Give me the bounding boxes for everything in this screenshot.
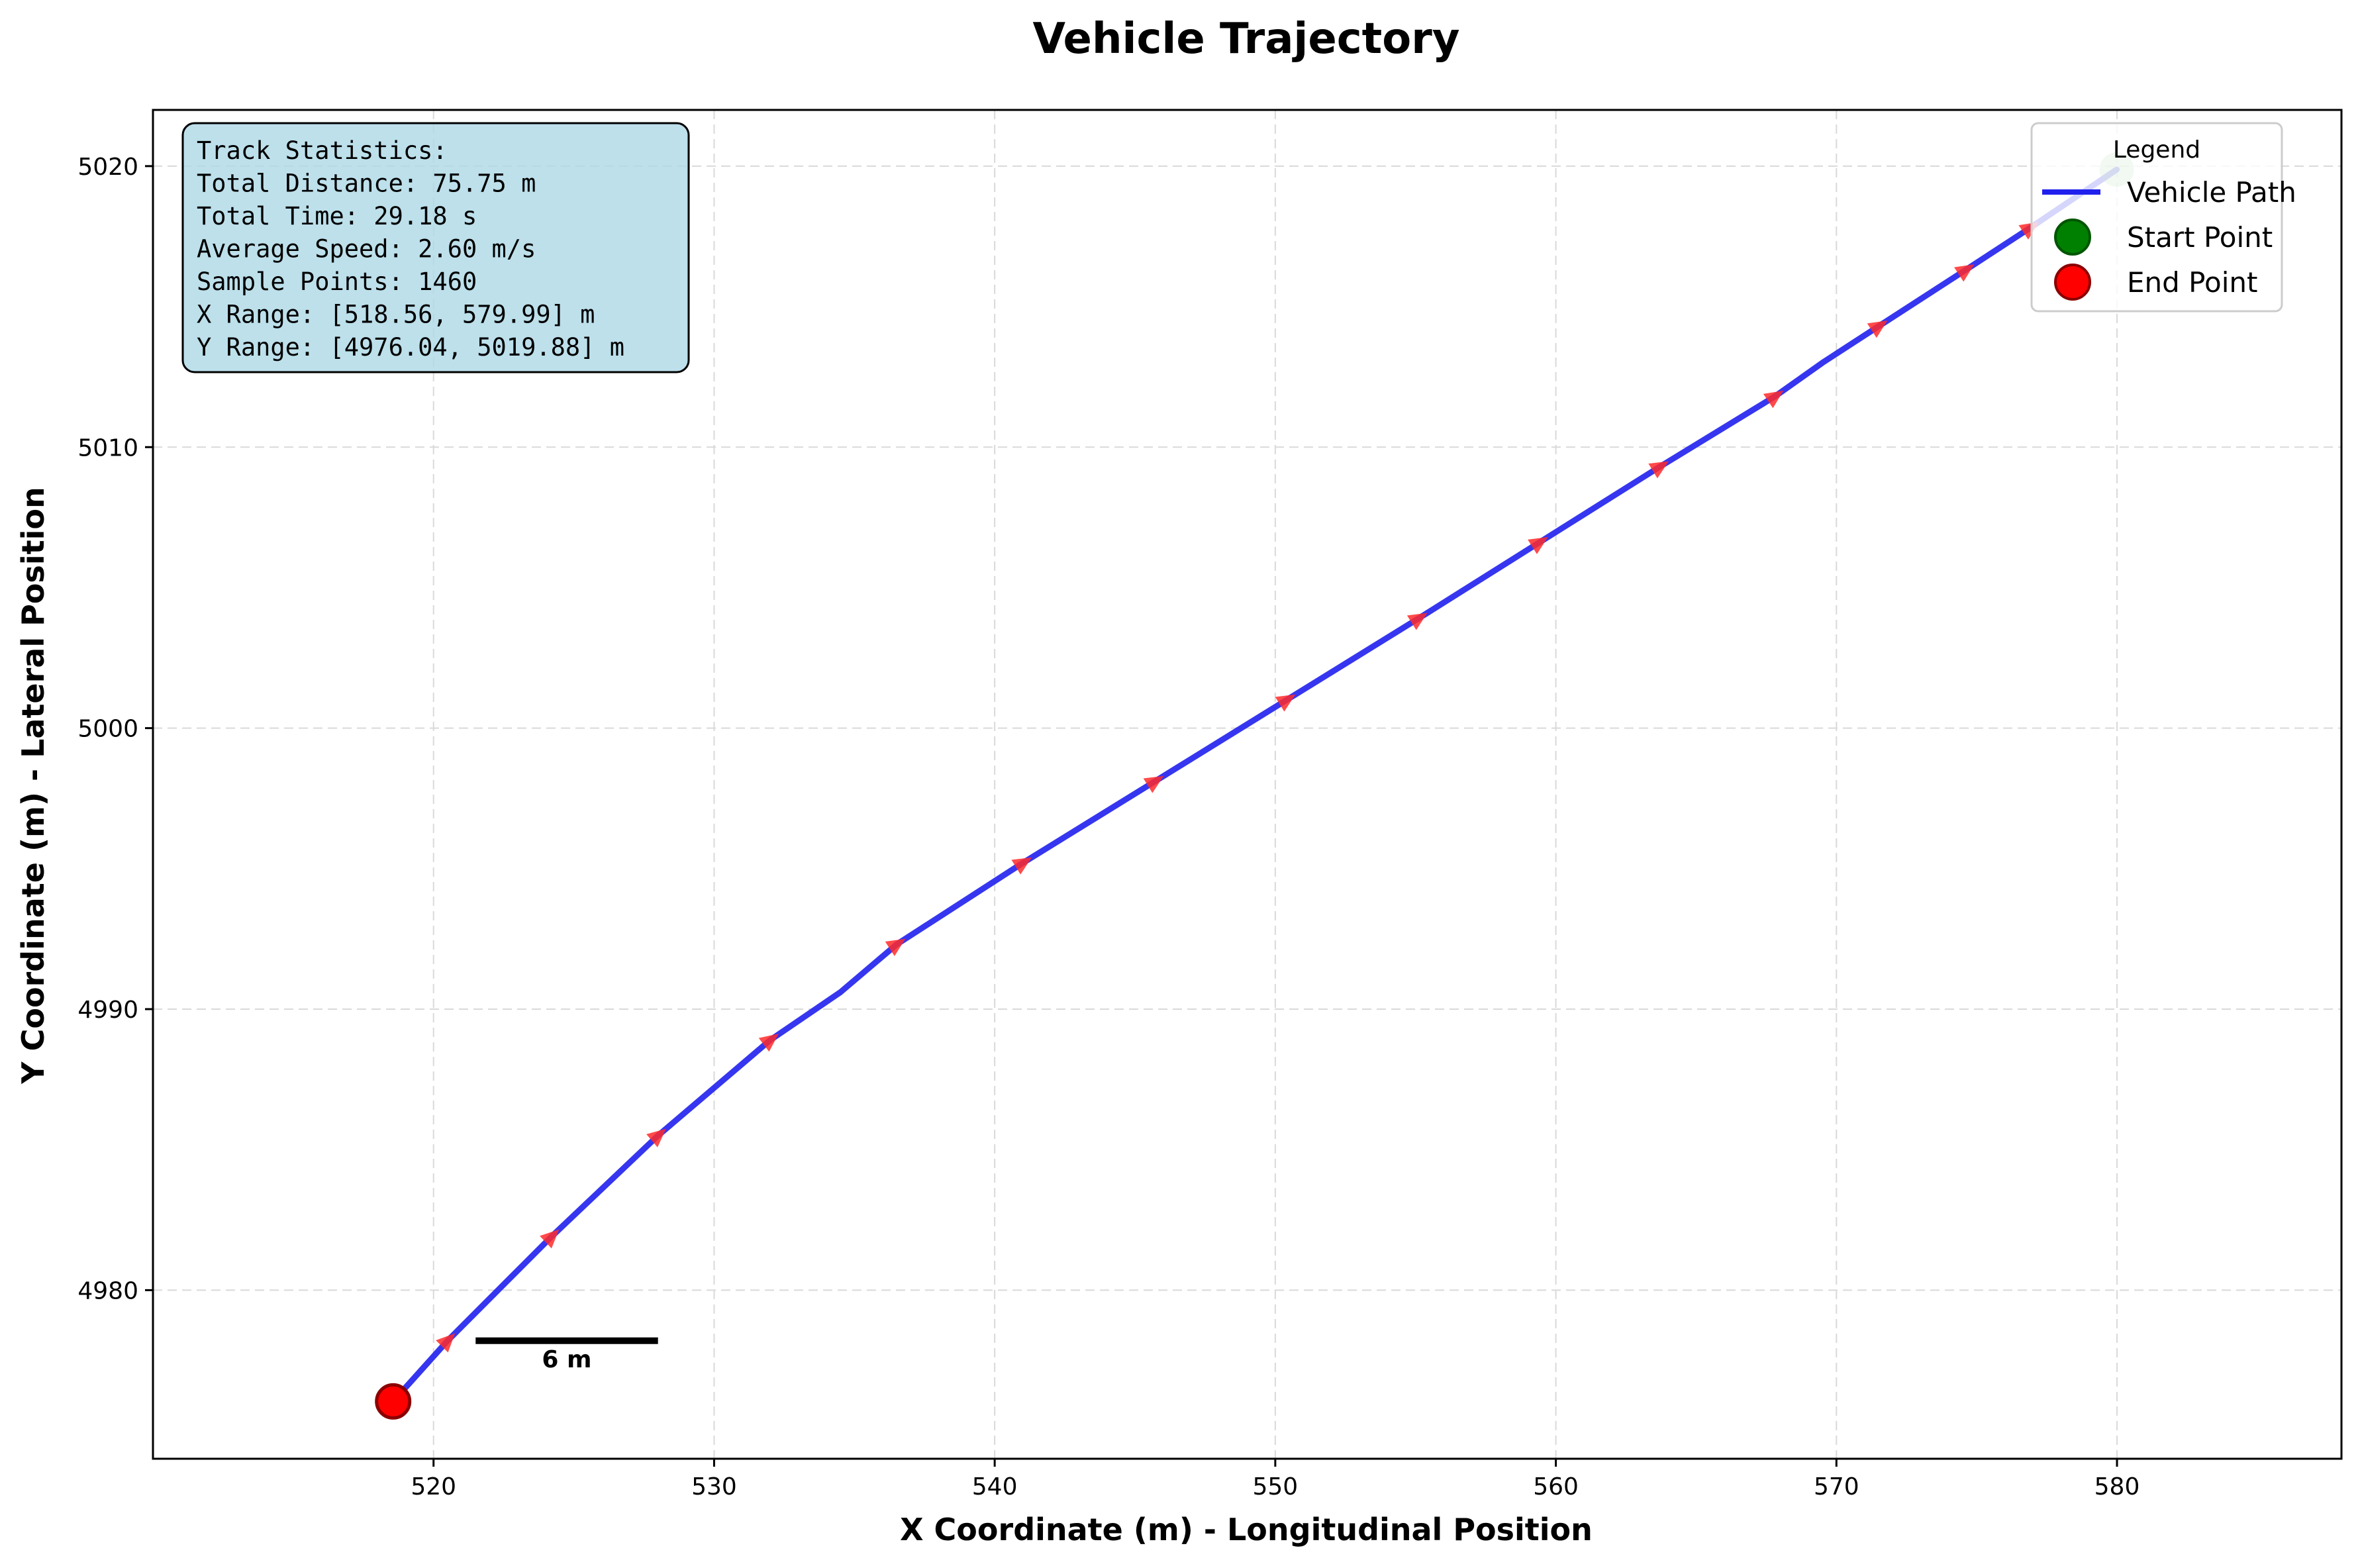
direction-arrow-marker (1406, 612, 1428, 630)
legend: Legend Vehicle Path Start Point End Poin… (2030, 122, 2296, 313)
x-tick-label: 570 (1814, 1473, 1859, 1500)
direction-arrow-marker (1528, 536, 1548, 554)
x-axis-label: X Coordinate (m) - Longitudinal Position (900, 1512, 1593, 1547)
y-tick-label: 4980 (77, 1277, 138, 1304)
stats-line: Average Speed: 2.60 m/s (197, 235, 536, 264)
y-tick-label: 4990 (77, 997, 138, 1024)
x-axis-ticks: 520 530 540 550 560 570 580 (411, 1459, 2139, 1500)
direction-arrow-marker (646, 1128, 666, 1148)
chart-title: Vehicle Trajectory (1033, 15, 1460, 64)
direction-arrow-marker (1954, 264, 1975, 282)
y-tick-label: 5010 (77, 434, 138, 462)
legend-entry-end-point: End Point (2127, 266, 2257, 299)
x-tick-label: 520 (411, 1473, 456, 1500)
direction-arrow-marker (1275, 694, 1296, 712)
x-tick-label: 580 (2094, 1473, 2140, 1500)
stats-line: Track Statistics: (197, 136, 448, 165)
x-tick-label: 550 (1253, 1473, 1299, 1500)
legend-start-swatch (2054, 219, 2091, 256)
direction-arrow-marker (1648, 461, 1669, 479)
direction-arrow-marker (758, 1034, 779, 1052)
stats-line: Sample Points: 1460 (197, 268, 477, 296)
direction-arrow-marker (436, 1333, 456, 1353)
end-point-marker (375, 1383, 412, 1420)
stats-line: Total Time: 29.18 s (197, 202, 477, 230)
legend-frame (2030, 122, 2283, 313)
stats-line: Total Distance: 75.75 m (197, 170, 536, 198)
direction-arrow-marker (885, 938, 906, 956)
y-axis-label: Y Coordinate (m) - Lateral Position (15, 487, 51, 1084)
direction-arrow-marker (1867, 320, 1888, 338)
stats-line: Y Range: [4976.04, 5019.88] m (197, 333, 624, 362)
y-tick-label: 5020 (77, 154, 138, 181)
track-statistics-box: Track Statistics: Total Distance: 75.75 m… (181, 122, 690, 373)
y-tick-label: 5000 (77, 716, 138, 743)
legend-entry-start-point: Start Point (2127, 221, 2273, 254)
legend-entry-vehicle-path: Vehicle Path (2127, 176, 2296, 209)
x-tick-label: 540 (972, 1473, 1018, 1500)
direction-arrow-marker (1763, 390, 1784, 409)
x-tick-label: 530 (691, 1473, 737, 1500)
scale-bar-label: 6 m (542, 1346, 591, 1373)
stats-line: X Range: [518.56, 579.99] m (197, 301, 595, 329)
stats-box-background (181, 122, 690, 373)
direction-arrow-marker (1143, 775, 1164, 793)
direction-arrow-marker (1011, 857, 1032, 875)
legend-end-swatch (2054, 264, 2091, 301)
direction-arrow-marker (540, 1229, 560, 1249)
plot-frame (152, 109, 2343, 1460)
legend-title: Legend (2113, 136, 2200, 164)
x-tick-label: 560 (1533, 1473, 1579, 1500)
y-axis-ticks: 4980 4990 5000 5010 5020 (77, 154, 153, 1304)
